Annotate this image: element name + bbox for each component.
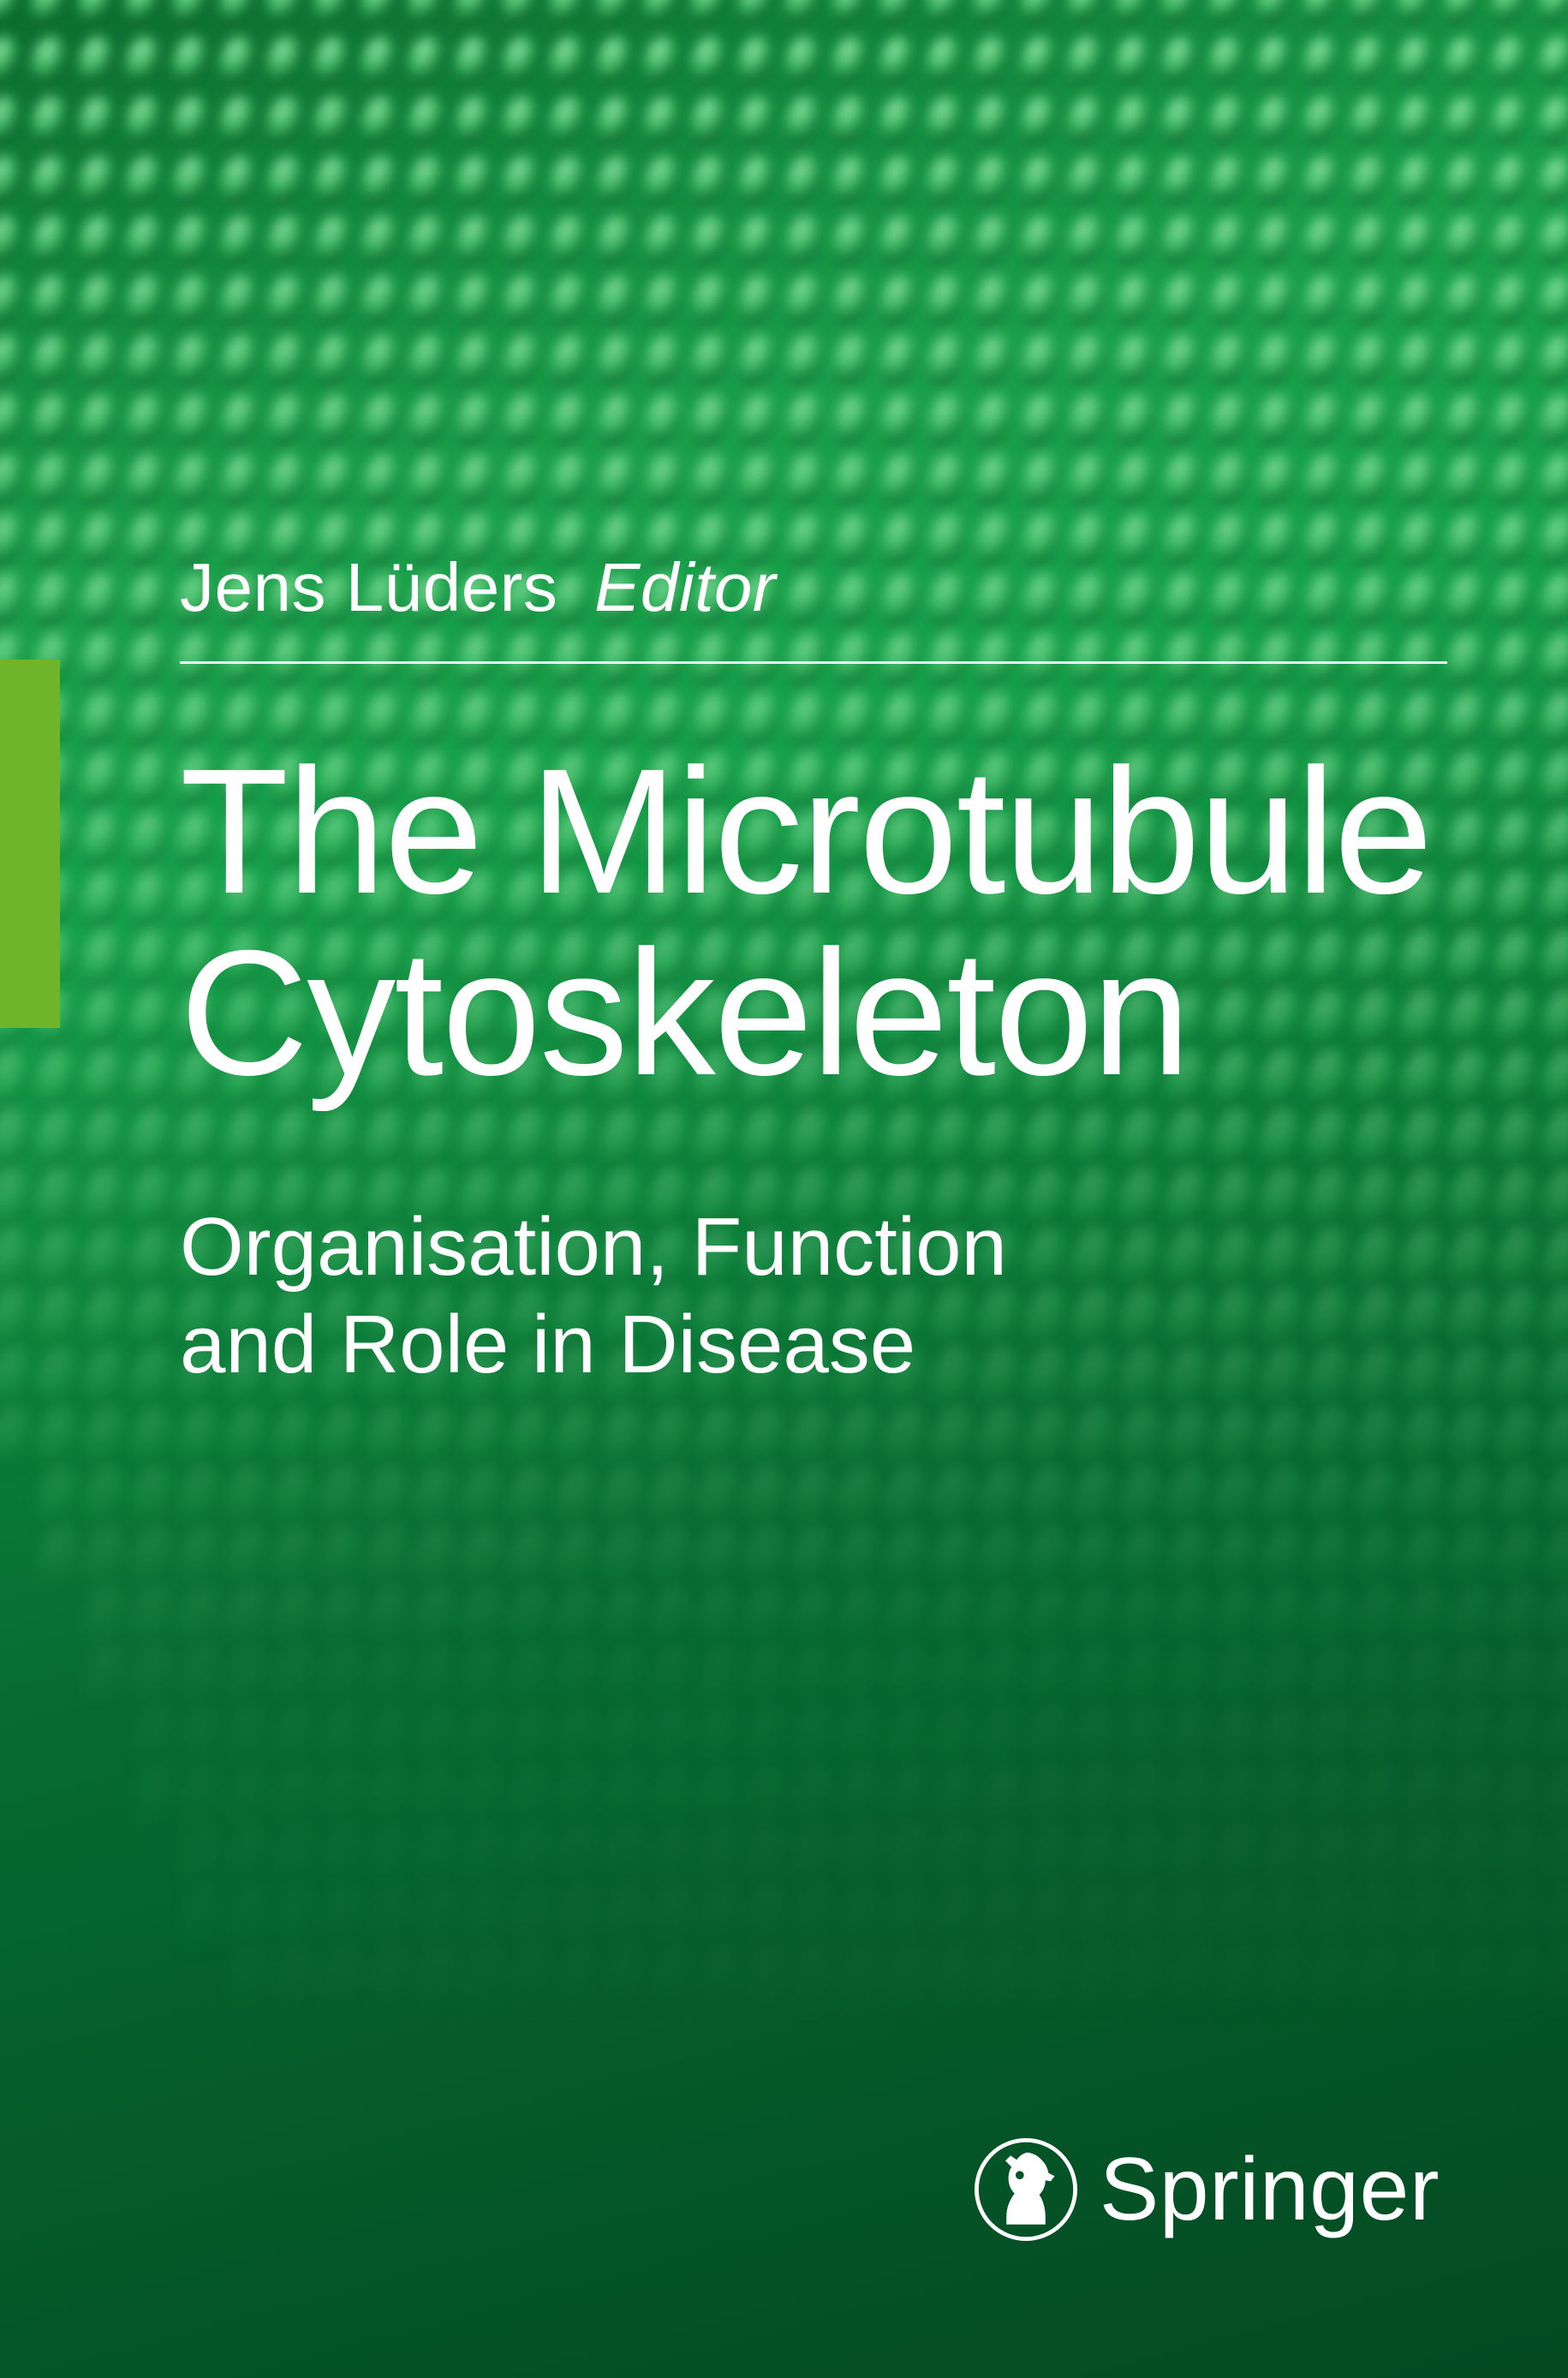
title-line-1: The Microtubule [180,741,1465,923]
springer-horse-icon [975,2138,1077,2241]
subtitle-line-2: and Role in Disease [180,1296,1207,1393]
editor-line: Jens Lüders Editor [180,548,1465,627]
book-subtitle: Organisation, Function and Role in Disea… [180,1198,1207,1393]
book-cover: Jens Lüders Editor The Microtubule Cytos… [0,0,1568,2378]
editor-name: Jens Lüders [180,549,557,625]
publisher-block: Springer [975,2138,1440,2241]
publisher-name: Springer [1100,2139,1440,2241]
title-line-2: Cytoskeleton [180,923,1465,1104]
book-title: The Microtubule Cytoskeleton [180,741,1465,1104]
accent-tab [0,660,60,1028]
divider-rule [180,661,1447,664]
editor-role: Editor [594,549,776,625]
cover-content: Jens Lüders Editor The Microtubule Cytos… [180,548,1465,1393]
subtitle-line-1: Organisation, Function [180,1198,1207,1295]
